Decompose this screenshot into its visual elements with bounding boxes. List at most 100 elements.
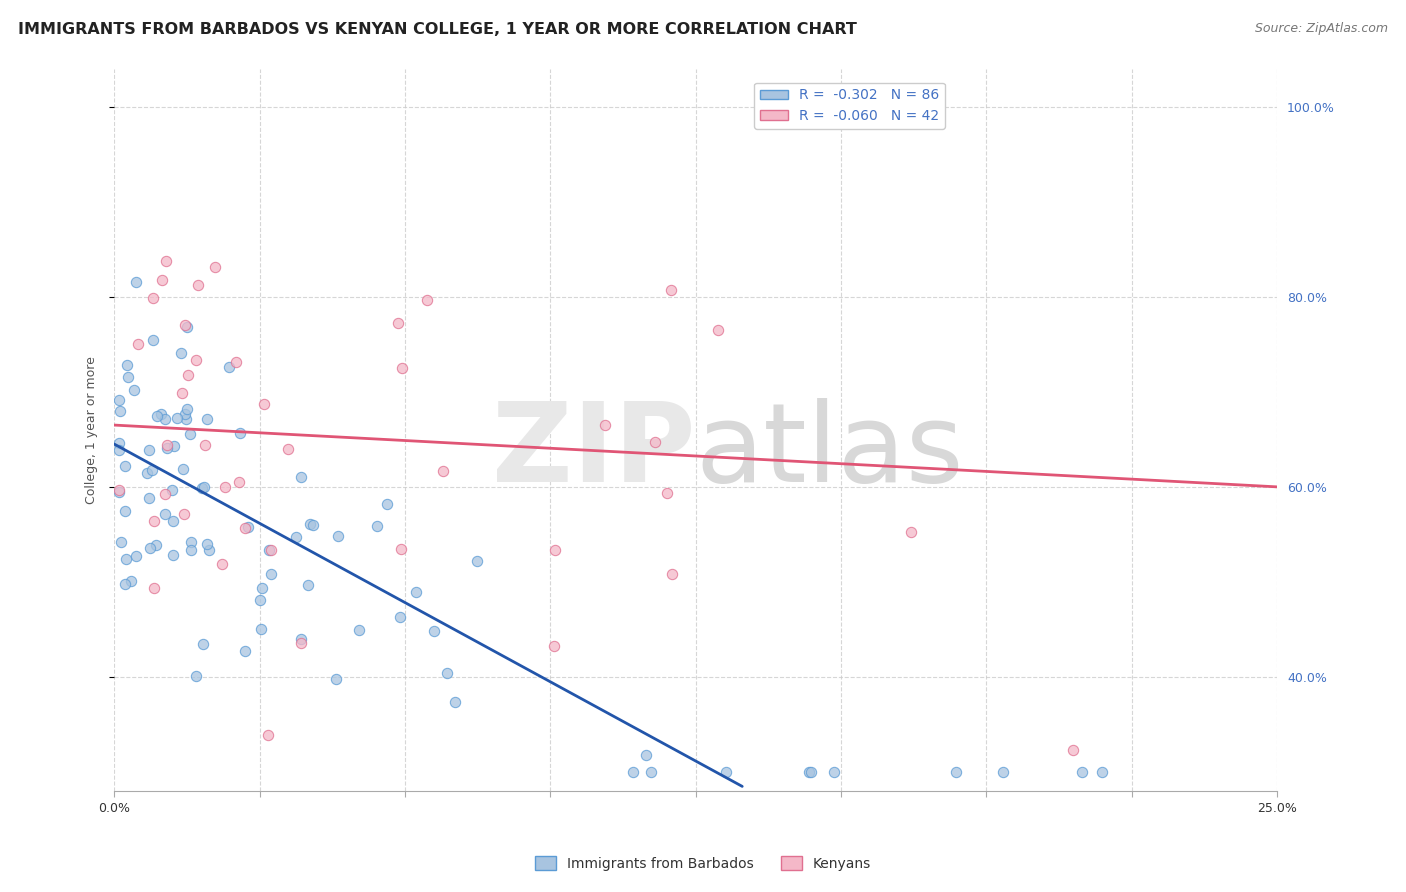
Point: [659, 283, 682, 297]
Point: [114, 459, 136, 474]
Y-axis label: College, 1 year or more: College, 1 year or more: [86, 356, 98, 504]
Point: [229, 425, 252, 440]
Point: [143, 582, 166, 596]
Point: [661, 566, 683, 581]
Point: [170, 386, 193, 401]
Point: [108, 403, 131, 417]
Point: [387, 316, 409, 330]
Point: [176, 402, 198, 417]
Point: [432, 464, 454, 478]
Point: [422, 624, 444, 639]
Point: [284, 530, 307, 544]
Point: [297, 578, 319, 592]
Legend: R =  -0.302   N = 86, R =  -0.060   N = 42: R = -0.302 N = 86, R = -0.060 N = 42: [755, 83, 945, 128]
Point: [145, 538, 167, 552]
Point: [595, 418, 617, 433]
Point: [714, 765, 737, 780]
Point: [190, 481, 212, 495]
Point: [162, 548, 184, 562]
Point: [125, 275, 148, 289]
Point: [465, 554, 488, 568]
Point: [800, 765, 823, 780]
Point: [252, 581, 274, 595]
Point: [706, 322, 728, 336]
Point: [166, 411, 188, 425]
Point: [108, 392, 131, 407]
Point: [945, 765, 967, 780]
Text: Source: ZipAtlas.com: Source: ZipAtlas.com: [1254, 22, 1388, 36]
Point: [290, 632, 312, 647]
Point: [233, 521, 256, 535]
Point: [657, 486, 679, 500]
Point: [347, 623, 370, 637]
Point: [1091, 765, 1114, 780]
Point: [389, 542, 412, 557]
Point: [180, 543, 202, 558]
Point: [416, 293, 439, 307]
Point: [260, 542, 283, 557]
Point: [114, 504, 136, 518]
Point: [173, 318, 195, 332]
Point: [375, 498, 398, 512]
Point: [117, 370, 139, 384]
Point: [218, 359, 240, 374]
Point: [543, 639, 565, 653]
Point: [135, 467, 157, 481]
Point: [444, 695, 467, 709]
Point: [1071, 765, 1094, 780]
Point: [108, 442, 131, 457]
Point: [177, 368, 200, 383]
Point: [184, 669, 207, 683]
Point: [179, 426, 201, 441]
Point: [163, 439, 186, 453]
Point: [204, 260, 226, 274]
Point: [299, 516, 322, 531]
Point: [195, 537, 218, 551]
Point: [388, 610, 411, 624]
Point: [225, 355, 247, 369]
Point: [211, 557, 233, 571]
Point: [176, 320, 198, 334]
Point: [326, 529, 349, 543]
Point: [195, 412, 218, 426]
Point: [436, 665, 458, 680]
Point: [150, 272, 173, 286]
Point: [621, 765, 644, 780]
Point: [198, 543, 221, 558]
Point: [193, 480, 215, 494]
Point: [108, 435, 131, 450]
Point: [290, 636, 312, 650]
Point: [160, 483, 183, 497]
Point: [142, 333, 165, 347]
Point: [214, 480, 236, 494]
Point: [228, 475, 250, 490]
Point: [150, 407, 173, 421]
Point: [110, 534, 132, 549]
Point: [153, 486, 176, 500]
Point: [823, 765, 845, 780]
Point: [290, 470, 312, 484]
Point: [544, 542, 567, 557]
Point: [108, 483, 131, 498]
Point: [172, 461, 194, 475]
Point: [156, 441, 179, 455]
Point: [900, 524, 922, 539]
Point: [115, 358, 138, 372]
Point: [120, 574, 142, 589]
Point: [138, 491, 160, 505]
Point: [191, 637, 214, 651]
Point: [142, 292, 165, 306]
Point: [991, 765, 1014, 780]
Point: [153, 507, 176, 521]
Point: [391, 361, 413, 376]
Point: [277, 442, 299, 457]
Point: [180, 534, 202, 549]
Point: [127, 337, 149, 351]
Point: [260, 567, 283, 582]
Point: [257, 543, 280, 558]
Point: [366, 518, 388, 533]
Point: [640, 765, 662, 780]
Point: [184, 352, 207, 367]
Point: [253, 397, 276, 411]
Point: [405, 585, 427, 599]
